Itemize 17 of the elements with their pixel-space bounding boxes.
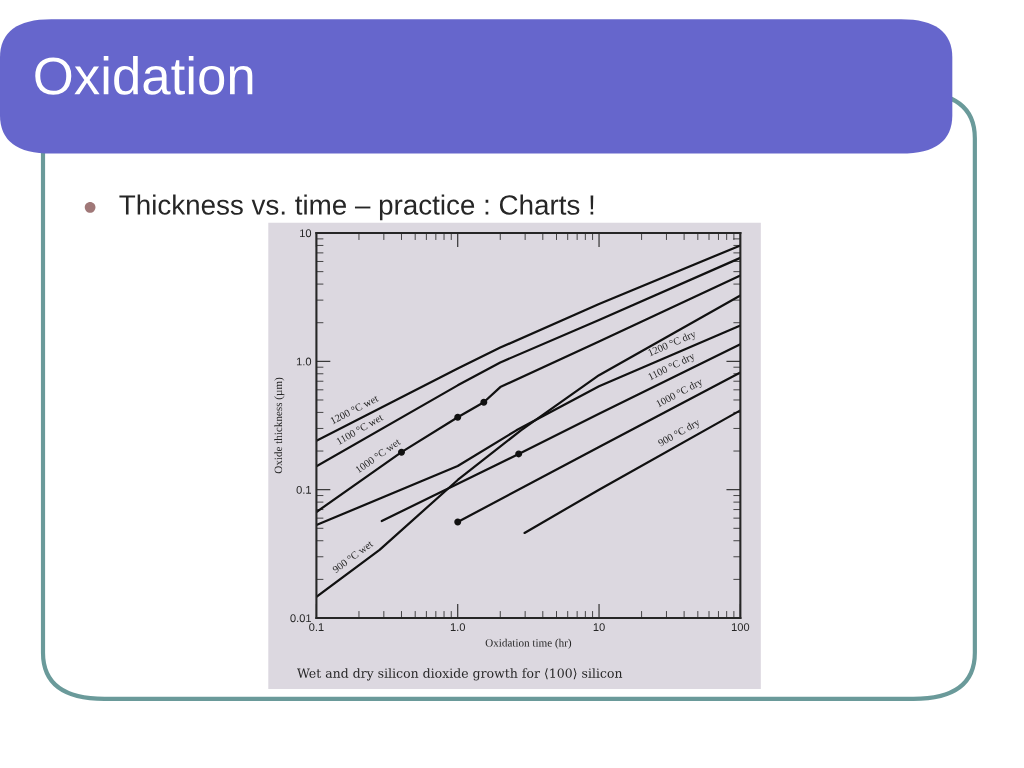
x-tick-label: 1.0 — [450, 623, 466, 632]
chart-subtitle: Thickness vs. time – practice : Charts ! — [119, 194, 594, 221]
text: Wet and dry silicon dioxide growth for ⟨100⟩ silicon — [297, 668, 623, 681]
x-tick-label: 100 — [731, 623, 750, 632]
annotation: 1000 °C wet — [355, 437, 402, 474]
y-tick-label: 0.1 — [296, 485, 312, 494]
x-tick-label: 0.1 — [309, 623, 324, 632]
y-tick-label: 10 — [300, 229, 312, 238]
x-axis-title: Oxidation time (hr) — [485, 638, 572, 649]
chart-title: Oxidation — [35, 56, 253, 95]
annotation: 1000 °C dry — [655, 377, 705, 410]
y-tick-label: 1.0 — [296, 357, 312, 366]
x-tick-label: 10 — [593, 623, 605, 632]
annotation: 900 °C wet — [331, 539, 374, 574]
annotation: 900 °C dry — [657, 418, 702, 449]
y-tick-label: 0.01 — [290, 614, 312, 623]
y-axis-title: Oxide thickness (µm) — [274, 377, 285, 474]
